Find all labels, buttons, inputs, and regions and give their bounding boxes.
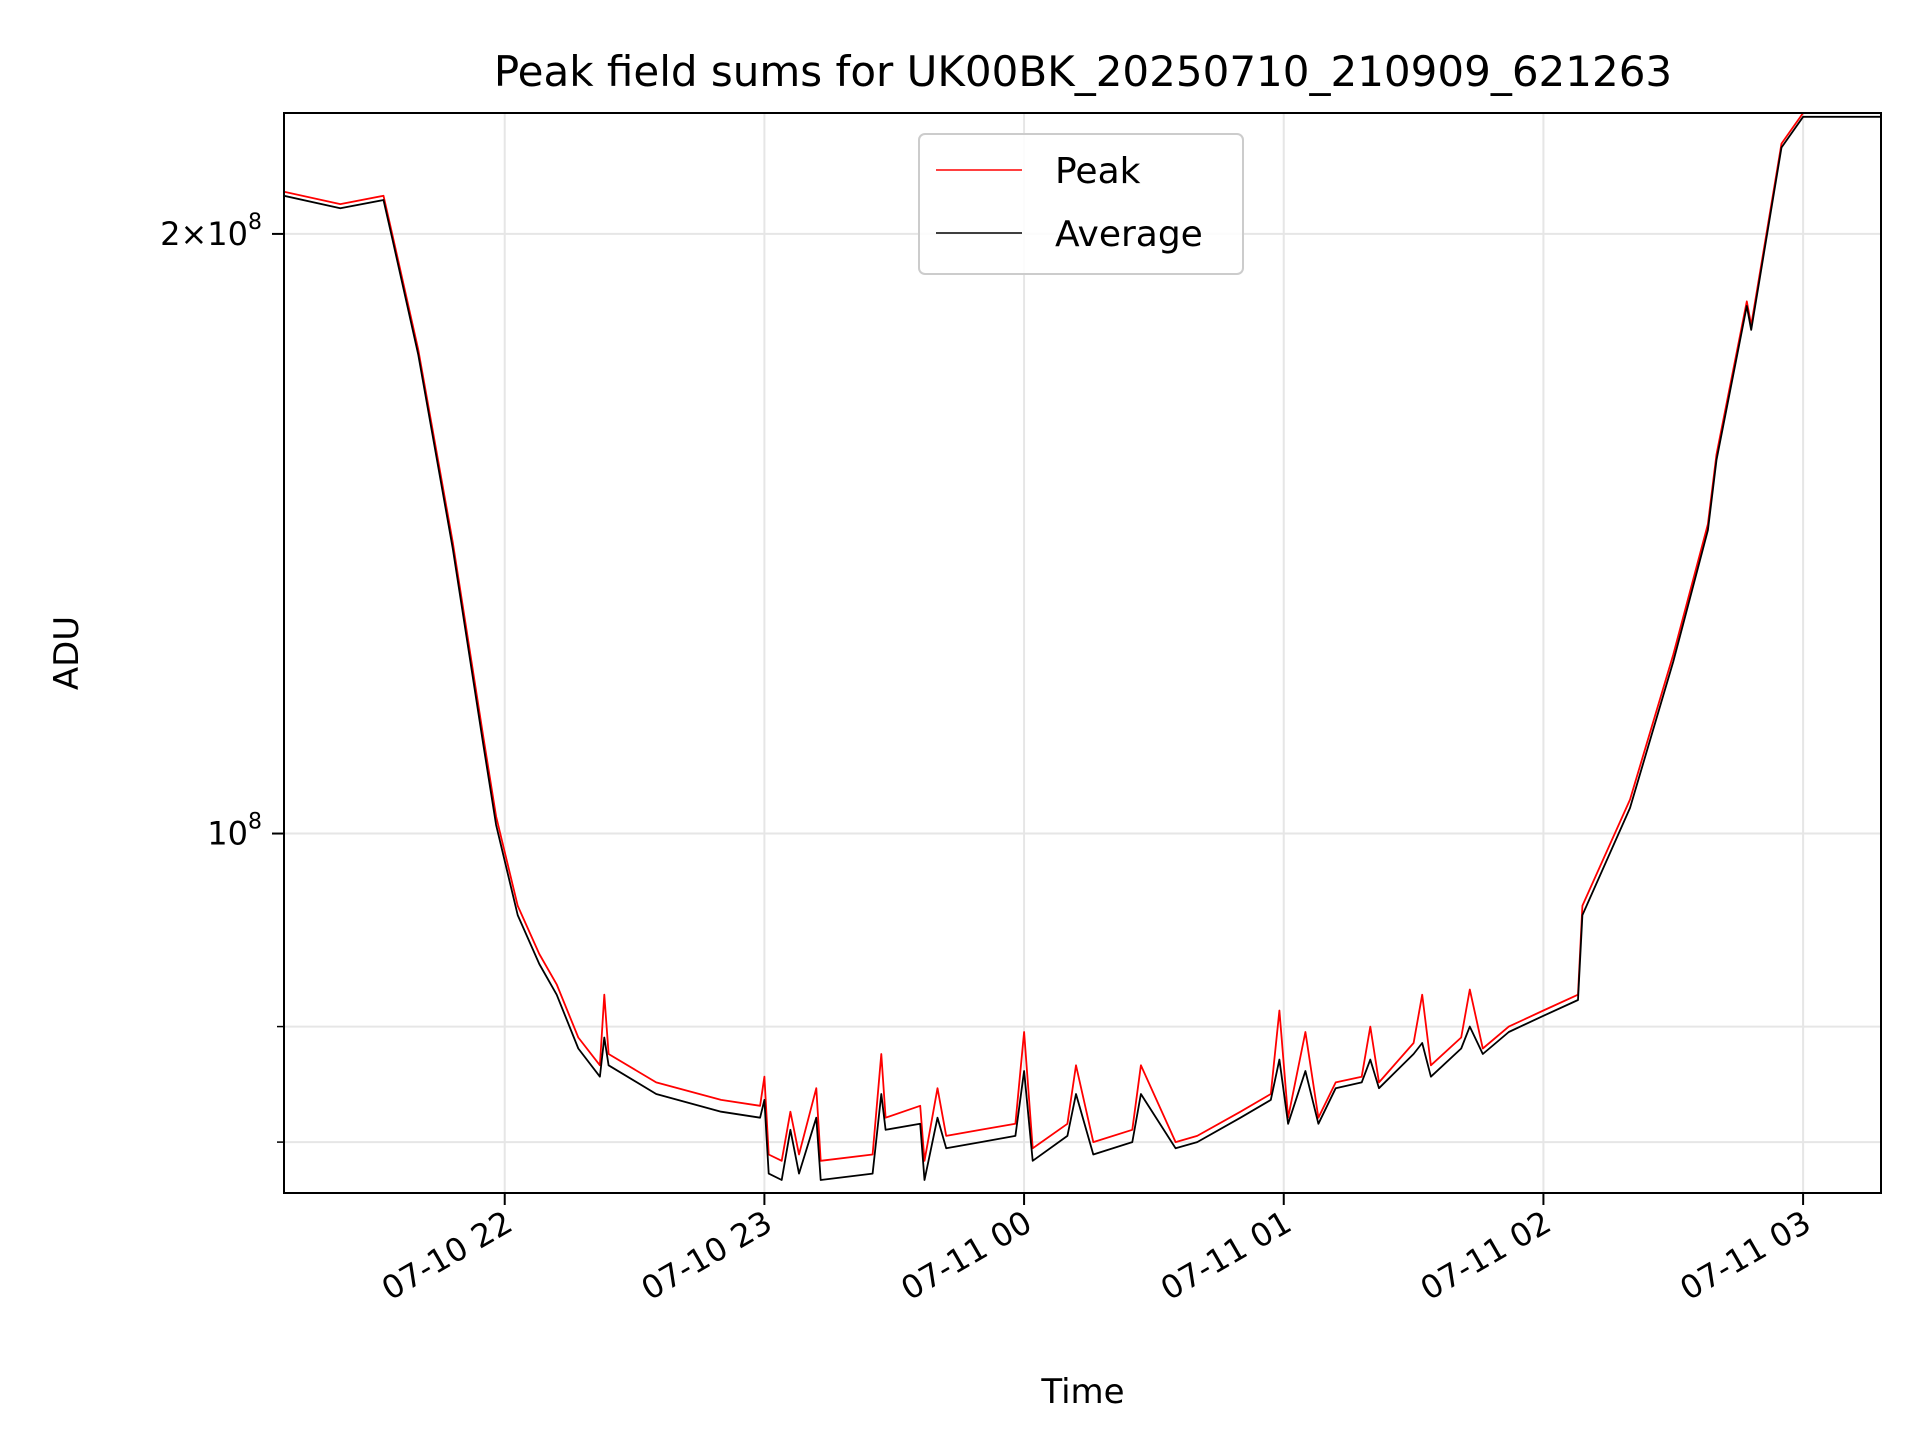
y-axis-label: ADU <box>47 616 87 690</box>
series-line-average <box>284 115 1881 1181</box>
y-tick-exponent: 8 <box>248 210 262 235</box>
y-tick-label: 2×108 <box>160 210 262 253</box>
y-tick-exponent: 8 <box>248 810 262 835</box>
x-axis-label: Time <box>1040 1372 1124 1412</box>
legend-label-peak: Peak <box>1055 151 1141 192</box>
y-tick-coefficient: 2× <box>160 215 207 253</box>
legend-box <box>918 133 1244 275</box>
chart-title: Peak field sums for UK00BK_20250710_2109… <box>494 47 1672 96</box>
series-line-peak <box>284 113 1881 1162</box>
y-tick-base: 10 <box>207 215 248 253</box>
legend-label-average: Average <box>1055 214 1203 255</box>
y-tick-label: 108 <box>207 810 262 853</box>
plot-frame <box>283 112 1882 1194</box>
legend: Peak Average <box>918 133 1244 275</box>
y-tick-base: 10 <box>207 815 248 853</box>
series-layer <box>284 113 1881 1181</box>
